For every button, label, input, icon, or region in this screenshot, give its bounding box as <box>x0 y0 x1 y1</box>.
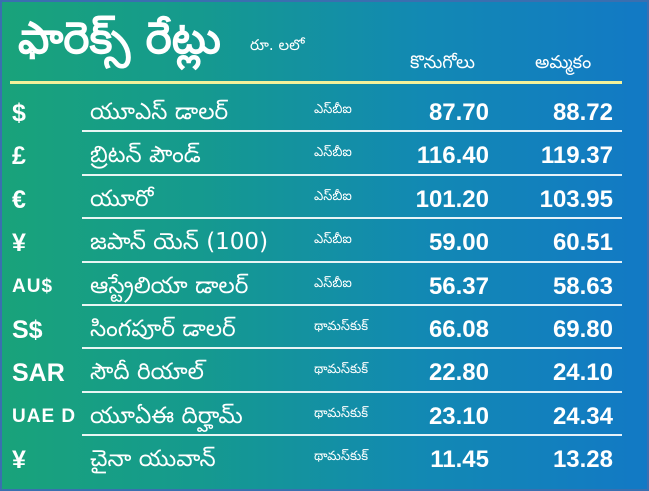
currency-symbol: $ <box>12 99 26 127</box>
table-row: UAE D యూఏఈ దిర్హామ్ థామస్‌కుక్ 23.10 24.… <box>2 396 647 439</box>
sell-rate: 119.37 <box>540 142 613 170</box>
currency-symbol: ¥ <box>12 446 26 475</box>
sell-rate: 58.63 <box>552 272 613 300</box>
sell-rate: 60.51 <box>552 229 613 257</box>
currency-name: జపాన్ యెన్ (100) <box>90 229 269 256</box>
sell-column-header: అమ్మకం <box>535 52 592 73</box>
row-divider <box>82 217 622 220</box>
table-row: ¥ చైనా యువాన్ థామస్‌కుక్ 11.45 13.28 <box>2 439 647 482</box>
sell-rate: 13.28 <box>552 446 613 474</box>
sell-rate: 24.10 <box>552 359 613 387</box>
rate-source: ఎస్‌బీఐ <box>314 188 352 204</box>
row-divider <box>82 347 622 350</box>
buy-rate: 116.40 <box>416 142 489 170</box>
buy-rate: 87.70 <box>428 99 489 126</box>
currency-name: చైనా యువాన్ <box>90 446 216 473</box>
sell-rate: 69.80 <box>552 315 613 343</box>
page-title: ఫారెక్స్ రేట్లు <box>18 13 221 64</box>
row-divider <box>82 130 622 133</box>
row-divider <box>82 434 622 437</box>
unit-label: రూ. లలో <box>250 36 305 54</box>
currency-name: యూఏఈ దిర్హామ్ <box>90 402 243 429</box>
row-divider <box>82 303 622 306</box>
rate-source: ఎస్‌బీఐ <box>314 275 352 291</box>
table-row: S$ సింగపూర్ డాలర్ థామస్‌కుక్ 66.08 69.80 <box>2 309 647 352</box>
row-divider <box>82 260 622 263</box>
currency-symbol: € <box>12 185 26 214</box>
sell-rate: 88.72 <box>552 99 613 126</box>
buy-rate: 101.20 <box>415 185 489 213</box>
currency-symbol: UAE D <box>12 405 77 427</box>
currency-symbol: S$ <box>12 315 43 344</box>
buy-column-header: కొనుగోలు <box>410 52 475 73</box>
buy-rate: 11.45 <box>430 446 489 474</box>
row-divider <box>82 173 622 176</box>
table-row: £ బ్రిటన్ పౌండ్ ఎస్‌బీఐ 116.40 119.37 <box>2 135 647 178</box>
sell-rate: 103.95 <box>539 185 613 213</box>
buy-rate: 56.37 <box>428 272 489 300</box>
rates-table: $ యూఎస్ డాలర్ ఎస్‌బీఐ 87.70 88.72 £ బ్రి… <box>2 92 647 483</box>
rate-source: ఎస్‌బీఐ <box>314 102 352 117</box>
rate-source: థామస్‌కుక్ <box>314 449 369 465</box>
rate-source: థామస్‌కుక్ <box>314 318 369 334</box>
currency-name: సింగపూర్ డాలర్ <box>90 315 236 342</box>
currency-name: యూరో <box>90 185 154 212</box>
header-divider <box>10 81 622 84</box>
currency-symbol: £ <box>12 142 26 171</box>
currency-name: యూఎస్ డాలర్ <box>90 99 229 125</box>
table-row: AU$ ఆస్ట్రేలియా డాలర్ ఎస్‌బీఐ 56.37 58.6… <box>2 266 647 309</box>
buy-rate: 22.80 <box>428 359 489 387</box>
currency-symbol: SAR <box>12 359 65 388</box>
table-row: $ యూఎస్ డాలర్ ఎస్‌బీఐ 87.70 88.72 <box>2 92 647 135</box>
rate-source: థామస్‌కుక్ <box>314 362 369 378</box>
currency-symbol: AU$ <box>12 275 54 297</box>
buy-rate: 23.10 <box>428 402 489 430</box>
rate-source: ఎస్‌బీఐ <box>314 145 352 161</box>
table-row: ¥ జపాన్ యెన్ (100) ఎస్‌బీఐ 59.00 60.51 <box>2 222 647 265</box>
table-row: € యూరో ఎస్‌బీఐ 101.20 103.95 <box>2 179 647 222</box>
rate-source: థామస్‌కుక్ <box>314 405 369 421</box>
buy-rate: 59.00 <box>428 229 489 257</box>
currency-name: సౌదీ రియాల్ <box>90 359 204 386</box>
buy-rate: 66.08 <box>428 315 489 343</box>
table-row: SAR సౌదీ రియాల్ థామస్‌కుక్ 22.80 24.10 <box>2 352 647 395</box>
rate-source: ఎస్‌బీఐ <box>314 232 352 248</box>
currency-name: బ్రిటన్ పౌండ్ <box>90 142 201 169</box>
row-divider <box>82 390 622 393</box>
sell-rate: 24.34 <box>552 402 613 430</box>
currency-name: ఆస్ట్రేలియా డాలర్ <box>90 272 249 299</box>
currency-symbol: ¥ <box>12 229 26 258</box>
